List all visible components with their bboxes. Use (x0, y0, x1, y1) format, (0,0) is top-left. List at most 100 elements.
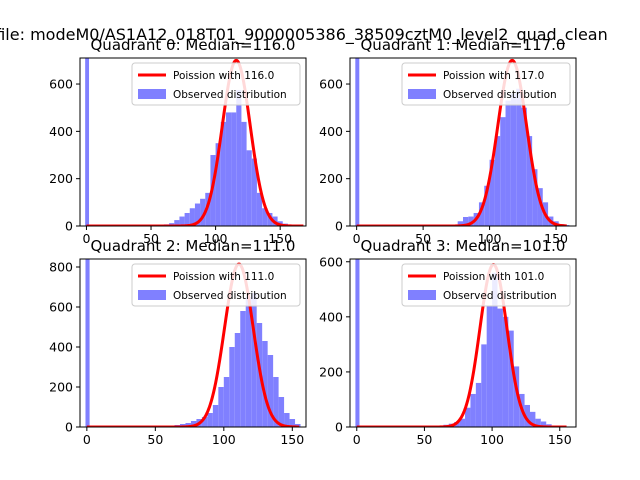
histogram-bar (267, 355, 274, 427)
y-tick-label: 200 (319, 171, 343, 186)
histogram-bar (529, 411, 536, 427)
panel-title: Quadrant 1: Median=117.0 (361, 36, 566, 54)
histogram-bar (229, 347, 235, 427)
histogram-bar (492, 272, 498, 427)
legend-box (131, 62, 301, 106)
axes-frame (349, 258, 577, 428)
histogram-bar (486, 305, 493, 427)
histogram-bar (500, 117, 506, 226)
histogram-bar (215, 143, 221, 226)
x-tick-label: 150 (268, 231, 292, 246)
histogram-bar (478, 202, 485, 226)
histogram-bar (355, 259, 360, 427)
legend-bar-swatch (408, 290, 436, 300)
x-tick-label: 150 (548, 432, 572, 447)
histogram-bar (223, 377, 230, 427)
axes-frame (79, 57, 307, 227)
histogram-bar (200, 198, 206, 226)
histogram-bar (207, 413, 213, 427)
legend-label-poisson: Poission with 117.0 (443, 70, 544, 82)
legend-bar-swatch (408, 89, 436, 99)
histogram-bar (212, 405, 219, 427)
panel-title: Quadrant 0: Median=116.0 (91, 36, 296, 54)
histogram-bar (85, 259, 90, 427)
histogram-bar (489, 159, 495, 226)
legend-label-poisson: Poission with 101.0 (443, 271, 544, 283)
histogram-bar (251, 158, 257, 226)
y-tick-label: 600 (49, 300, 73, 315)
legend-label-observed: Observed distribution (443, 290, 557, 302)
histogram-bar (278, 397, 285, 427)
histogram-bar (468, 216, 474, 226)
histogram-bar (508, 330, 514, 427)
histogram-bar (262, 208, 268, 226)
histogram-bar (256, 192, 263, 226)
y-tick-label: 200 (319, 364, 343, 379)
histogram-bar (526, 136, 533, 226)
histogram-bar (174, 220, 180, 226)
histogram-bar (201, 417, 208, 427)
x-tick-label: 100 (480, 432, 504, 447)
y-tick-label: 0 (335, 219, 343, 234)
histogram-bar (516, 88, 522, 226)
histogram-bar (225, 112, 232, 226)
histogram-bar (85, 58, 90, 226)
histogram-bar (245, 297, 252, 427)
figure-suptitle: n file: modeM0/AS1A12_018T01_9000005386_… (0, 25, 608, 45)
legend-box (401, 263, 571, 307)
histogram-bar (236, 89, 242, 226)
legend-label-observed: Observed distribution (173, 89, 287, 101)
histogram-bar (284, 413, 290, 427)
histogram-bar (262, 341, 268, 427)
histogram-bar (220, 121, 226, 226)
histogram-bar (497, 308, 503, 427)
x-tick-label: 50 (143, 231, 159, 246)
legend-bar-swatch (138, 290, 166, 300)
legend-label-observed: Observed distribution (173, 290, 287, 302)
x-tick-label: 150 (544, 231, 568, 246)
poisson-curve (86, 262, 300, 427)
histogram-bar (273, 377, 279, 427)
y-tick-label: 400 (319, 309, 343, 324)
histogram-bar (194, 203, 201, 226)
x-tick-label: 50 (147, 432, 163, 447)
histogram-bar (470, 393, 476, 427)
histogram-bar (513, 366, 520, 427)
histogram-bar (524, 404, 530, 427)
x-tick-label: 0 (83, 432, 91, 447)
histogram-bar (459, 418, 466, 427)
x-tick-label: 150 (280, 432, 304, 447)
histogram-bar (251, 293, 257, 427)
x-tick-label: 100 (478, 231, 502, 246)
histogram-bar (521, 107, 527, 226)
legend: Poission with 111.0 Observed distribution (131, 263, 301, 307)
histogram-bar (463, 217, 469, 226)
y-tick-label: 0 (335, 420, 343, 435)
legend-bar-swatch (138, 89, 166, 99)
y-tick-label: 200 (49, 171, 73, 186)
legend-label-observed: Observed distribution (443, 89, 557, 101)
legend-label-poisson: Poission with 111.0 (173, 271, 274, 283)
x-tick-label: 50 (416, 432, 432, 447)
histogram-bar (179, 216, 185, 226)
poisson-curve (356, 262, 567, 427)
panel-quadrant-2: 0 50 100 150 0 200 400 600 800 Quadrant 2: Median… (49, 237, 307, 447)
x-tick-label: 0 (353, 432, 361, 447)
y-tick-label: 0 (65, 420, 73, 435)
histogram-bar (465, 407, 471, 427)
histogram-bar (289, 419, 296, 427)
axes-frame (349, 57, 577, 227)
histogram-bar (189, 208, 195, 226)
histogram-bar (494, 136, 501, 226)
histogram-bar (218, 387, 224, 427)
panel-quadrant-0: 0 50 100 150 0 200 400 600 Quadrant 0: Median=11… (49, 36, 307, 246)
histogram-bar (231, 112, 237, 226)
legend-box (131, 263, 301, 307)
histogram-bar (540, 421, 547, 427)
axes-frame (79, 258, 307, 428)
y-tick-label: 400 (319, 124, 343, 139)
y-tick-label: 0 (65, 219, 73, 234)
histogram-bar (246, 150, 252, 226)
histogram-bar (241, 121, 247, 226)
x-tick-label: 0 (353, 231, 361, 246)
